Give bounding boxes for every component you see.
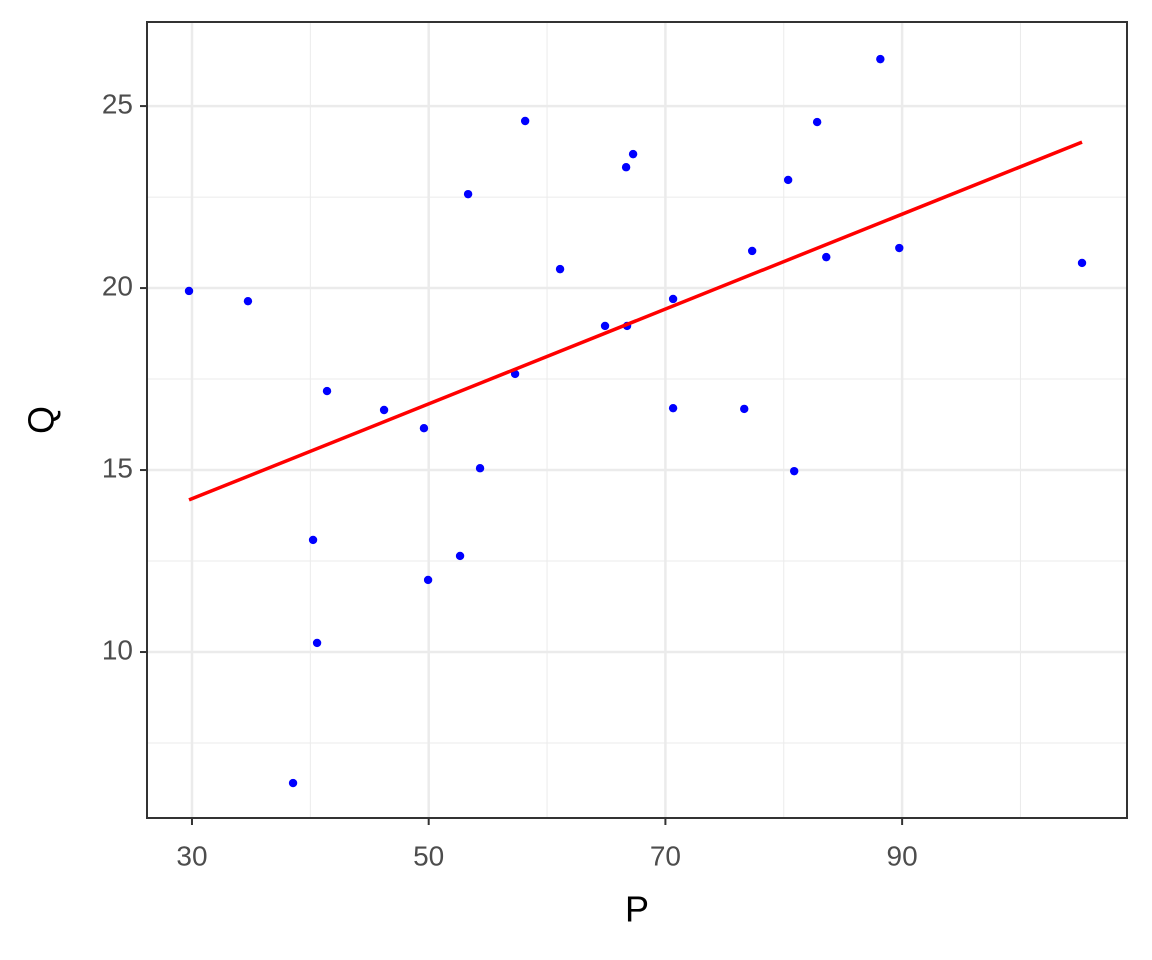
- point: [628, 149, 638, 159]
- point: [555, 264, 565, 274]
- point: [789, 466, 799, 476]
- point: [312, 638, 322, 648]
- point: [812, 117, 822, 127]
- point: [379, 405, 389, 415]
- point: [322, 386, 332, 396]
- panel-border: [146, 21, 1128, 819]
- point: [876, 54, 885, 64]
- point: [308, 535, 318, 545]
- point: [783, 175, 793, 185]
- point: [463, 189, 473, 199]
- y-axis-title: Q: [21, 406, 62, 434]
- y-tick-label: 25: [102, 88, 133, 119]
- point: [668, 403, 678, 413]
- point: [475, 464, 485, 473]
- x-tick-label: 90: [887, 840, 918, 871]
- point: [747, 246, 757, 256]
- point: [668, 294, 678, 304]
- point: [455, 551, 465, 561]
- point: [1077, 258, 1087, 268]
- point: [288, 778, 298, 788]
- y-tick-label: 20: [102, 270, 133, 301]
- point: [520, 116, 530, 126]
- x-tick-label: 70: [650, 840, 681, 871]
- fit-line: [188, 140, 1083, 502]
- point: [419, 423, 429, 433]
- point: [740, 404, 749, 414]
- x-tick-label: 50: [413, 840, 444, 871]
- point: [621, 163, 631, 172]
- point: [184, 286, 194, 296]
- point: [822, 252, 831, 262]
- point: [423, 575, 433, 585]
- point: [895, 243, 904, 253]
- x-axis-title: P: [625, 889, 649, 930]
- point: [600, 321, 610, 331]
- y-tick-label: 10: [102, 634, 133, 665]
- y-tick-label: 15: [102, 452, 133, 483]
- point: [243, 296, 253, 306]
- x-tick-label: 30: [176, 840, 207, 871]
